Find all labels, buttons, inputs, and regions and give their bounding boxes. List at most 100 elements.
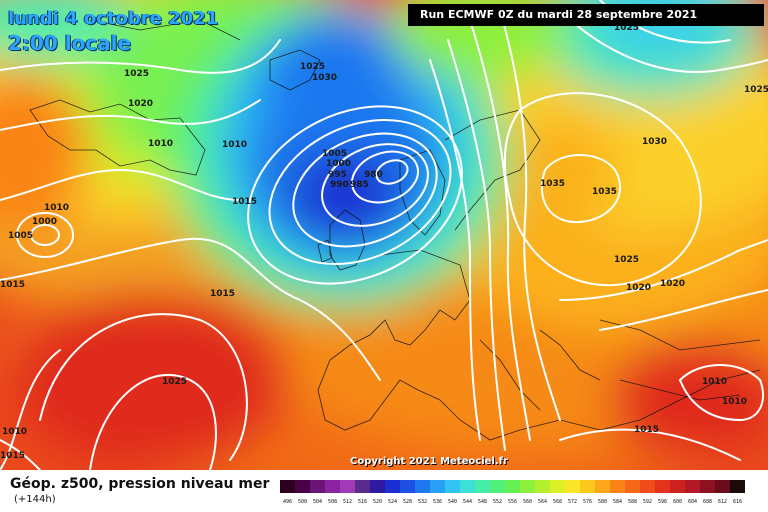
isobar-label: 1020 xyxy=(626,283,651,293)
isobar-label: 980 xyxy=(364,170,383,180)
scale-tick-label: 516 xyxy=(357,499,368,505)
scale-tick-label: 576 xyxy=(582,499,593,505)
scale-tick-label: 512 xyxy=(342,499,353,505)
scale-tick-label: 540 xyxy=(447,499,458,505)
scale-tick-label: 600 xyxy=(672,499,683,505)
isobar-lines xyxy=(0,0,768,470)
scale-tick-label: 608 xyxy=(702,499,713,505)
isobar-label: 1010 xyxy=(148,139,173,149)
isobar-label: 1025 xyxy=(300,62,325,72)
scale-tick-label: 532 xyxy=(417,499,428,505)
isobar-label: 1025 xyxy=(124,69,149,79)
isobar-label: 1030 xyxy=(312,73,337,83)
scale-tick-label: 548 xyxy=(477,499,488,505)
scale-tick-label: 596 xyxy=(657,499,668,505)
scale-swatch xyxy=(670,480,685,493)
isobar-label: 1005 xyxy=(322,149,347,159)
scale-tick-label: 612 xyxy=(717,499,728,505)
isobar-label: 1025 xyxy=(162,377,187,387)
isobar-label: 1025 xyxy=(614,255,639,265)
scale-swatch xyxy=(685,480,700,493)
isobar-label: 1020 xyxy=(660,279,685,289)
scale-tick-label: 556 xyxy=(507,499,518,505)
scale-swatch xyxy=(490,480,505,493)
isobar-label: 1010 xyxy=(702,377,727,387)
geopotential-field xyxy=(0,0,768,470)
legend-title: Géop. z500, pression niveau mer xyxy=(10,476,270,492)
scale-tick-label: 504 xyxy=(312,499,323,505)
scale-tick-label: 520 xyxy=(372,499,383,505)
isobar-label: 995 xyxy=(328,170,347,180)
scale-swatch xyxy=(415,480,430,493)
scale-tick-label: 580 xyxy=(597,499,608,505)
coastlines xyxy=(29,19,761,441)
isobar-label: 1025 xyxy=(744,85,768,95)
scale-swatch xyxy=(445,480,460,493)
scale-swatch xyxy=(280,480,295,493)
scale-tick-label: 500 xyxy=(297,499,308,505)
scale-swatch xyxy=(505,480,520,493)
isobar-label: 1035 xyxy=(592,187,617,197)
forecast-date: lundi 4 octobre 2021 xyxy=(8,8,219,29)
scale-swatch xyxy=(625,480,640,493)
scale-swatch xyxy=(475,480,490,493)
forecast-time: 2:00 locale xyxy=(8,31,132,55)
scale-swatch xyxy=(595,480,610,493)
scale-swatch xyxy=(355,480,370,493)
scale-swatch xyxy=(640,480,655,493)
scale-swatch xyxy=(520,480,535,493)
scale-swatch xyxy=(715,480,730,493)
isobar-label: 990 xyxy=(330,180,349,190)
scale-swatch xyxy=(295,480,310,493)
scale-swatch xyxy=(550,480,565,493)
scale-swatch xyxy=(565,480,580,493)
model-run-banner: Run ECMWF 0Z du mardi 28 septembre 2021 xyxy=(408,4,764,26)
scale-tick-label: 536 xyxy=(432,499,443,505)
scale-tick-label: 604 xyxy=(687,499,698,505)
isobar-labels: 1025 1020 1010 1010 1000 1005 1015 1025 … xyxy=(0,23,768,461)
scale-swatch xyxy=(700,480,715,493)
scale-tick-label: 508 xyxy=(327,499,338,505)
isobar-label: 1010 xyxy=(2,427,27,437)
isobar-label: 1015 xyxy=(0,280,25,290)
scale-tick-label: 564 xyxy=(537,499,548,505)
isobar-label: 1005 xyxy=(8,231,33,241)
scale-swatch xyxy=(655,480,670,493)
scale-tick-label: 616 xyxy=(732,499,743,505)
scale-swatch xyxy=(310,480,325,493)
isobar-label: 1010 xyxy=(722,397,747,407)
isobar-label: 1015 xyxy=(210,289,235,299)
copyright-notice: Copyright 2021 Meteociel.fr xyxy=(350,456,508,467)
scale-tick-label: 584 xyxy=(612,499,623,505)
scale-tick-label: 496 xyxy=(282,499,293,505)
scale-swatch xyxy=(325,480,340,493)
weather-map: 1025 1020 1010 1010 1000 1005 1015 1025 … xyxy=(0,0,768,470)
isobar-label: 1015 xyxy=(0,451,25,461)
scale-swatch xyxy=(610,480,625,493)
scale-tick-label: 592 xyxy=(642,499,653,505)
isobar-label: 1015 xyxy=(232,197,257,207)
scale-swatch xyxy=(340,480,355,493)
isobar-label: 1015 xyxy=(634,425,659,435)
scale-tick-label: 528 xyxy=(402,499,413,505)
isobar-label: 1010 xyxy=(222,140,247,150)
isobar-label: 1020 xyxy=(128,99,153,109)
scale-tick-label: 544 xyxy=(462,499,473,505)
scale-swatch xyxy=(400,480,415,493)
isobar-label: 1000 xyxy=(32,217,57,227)
isobar-label: 1035 xyxy=(540,179,565,189)
scale-tick-label: 572 xyxy=(567,499,578,505)
forecast-lead-time: (+144h) xyxy=(14,494,56,505)
scale-swatch xyxy=(430,480,445,493)
isobar-label: 1030 xyxy=(642,137,667,147)
isobar-label: 1000 xyxy=(326,159,351,169)
scale-tick-label: 560 xyxy=(522,499,533,505)
scale-swatch xyxy=(580,480,595,493)
scale-tick-label: 568 xyxy=(552,499,563,505)
scale-tick-label: 588 xyxy=(627,499,638,505)
scale-swatch xyxy=(460,480,475,493)
scale-swatch xyxy=(385,480,400,493)
scale-tick-label: 524 xyxy=(387,499,398,505)
isobar-label: 1010 xyxy=(44,203,69,213)
